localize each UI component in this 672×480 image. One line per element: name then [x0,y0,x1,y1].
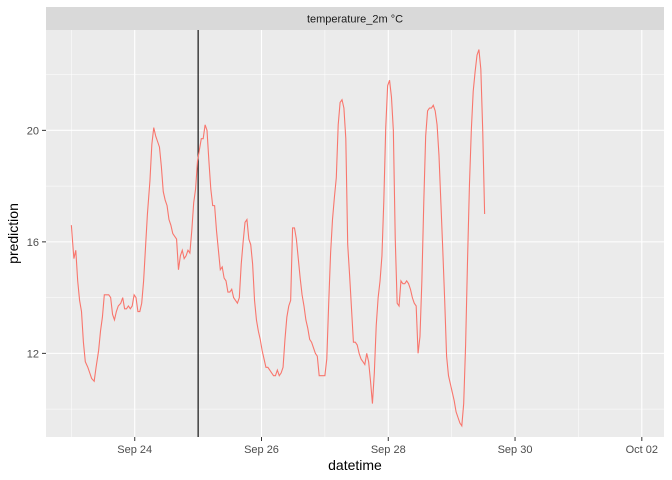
y-tick-label: 16 [27,237,39,249]
x-tick-label: Sep 24 [117,444,152,456]
y-tick-label: 12 [27,348,39,360]
x-tick-label: Sep 26 [244,444,279,456]
facet-strip [46,7,664,30]
x-axis-ticks: Sep 24 Sep 26 Sep 28 Sep 30 Oct 02 [117,437,658,456]
x-tick-label: Sep 28 [371,444,406,456]
y-axis-title: prediction [5,203,21,264]
facet-strip-label: temperature_2m °C [307,14,403,26]
x-axis-title: datetime [328,457,382,473]
x-tick-label: Oct 02 [626,444,658,456]
plot-panel [46,30,664,437]
x-tick-label: Sep 30 [498,444,533,456]
prediction-series-line [70,49,486,428]
y-tick-label: 20 [27,125,39,137]
y-axis-ticks: 12 16 20 [27,125,46,360]
